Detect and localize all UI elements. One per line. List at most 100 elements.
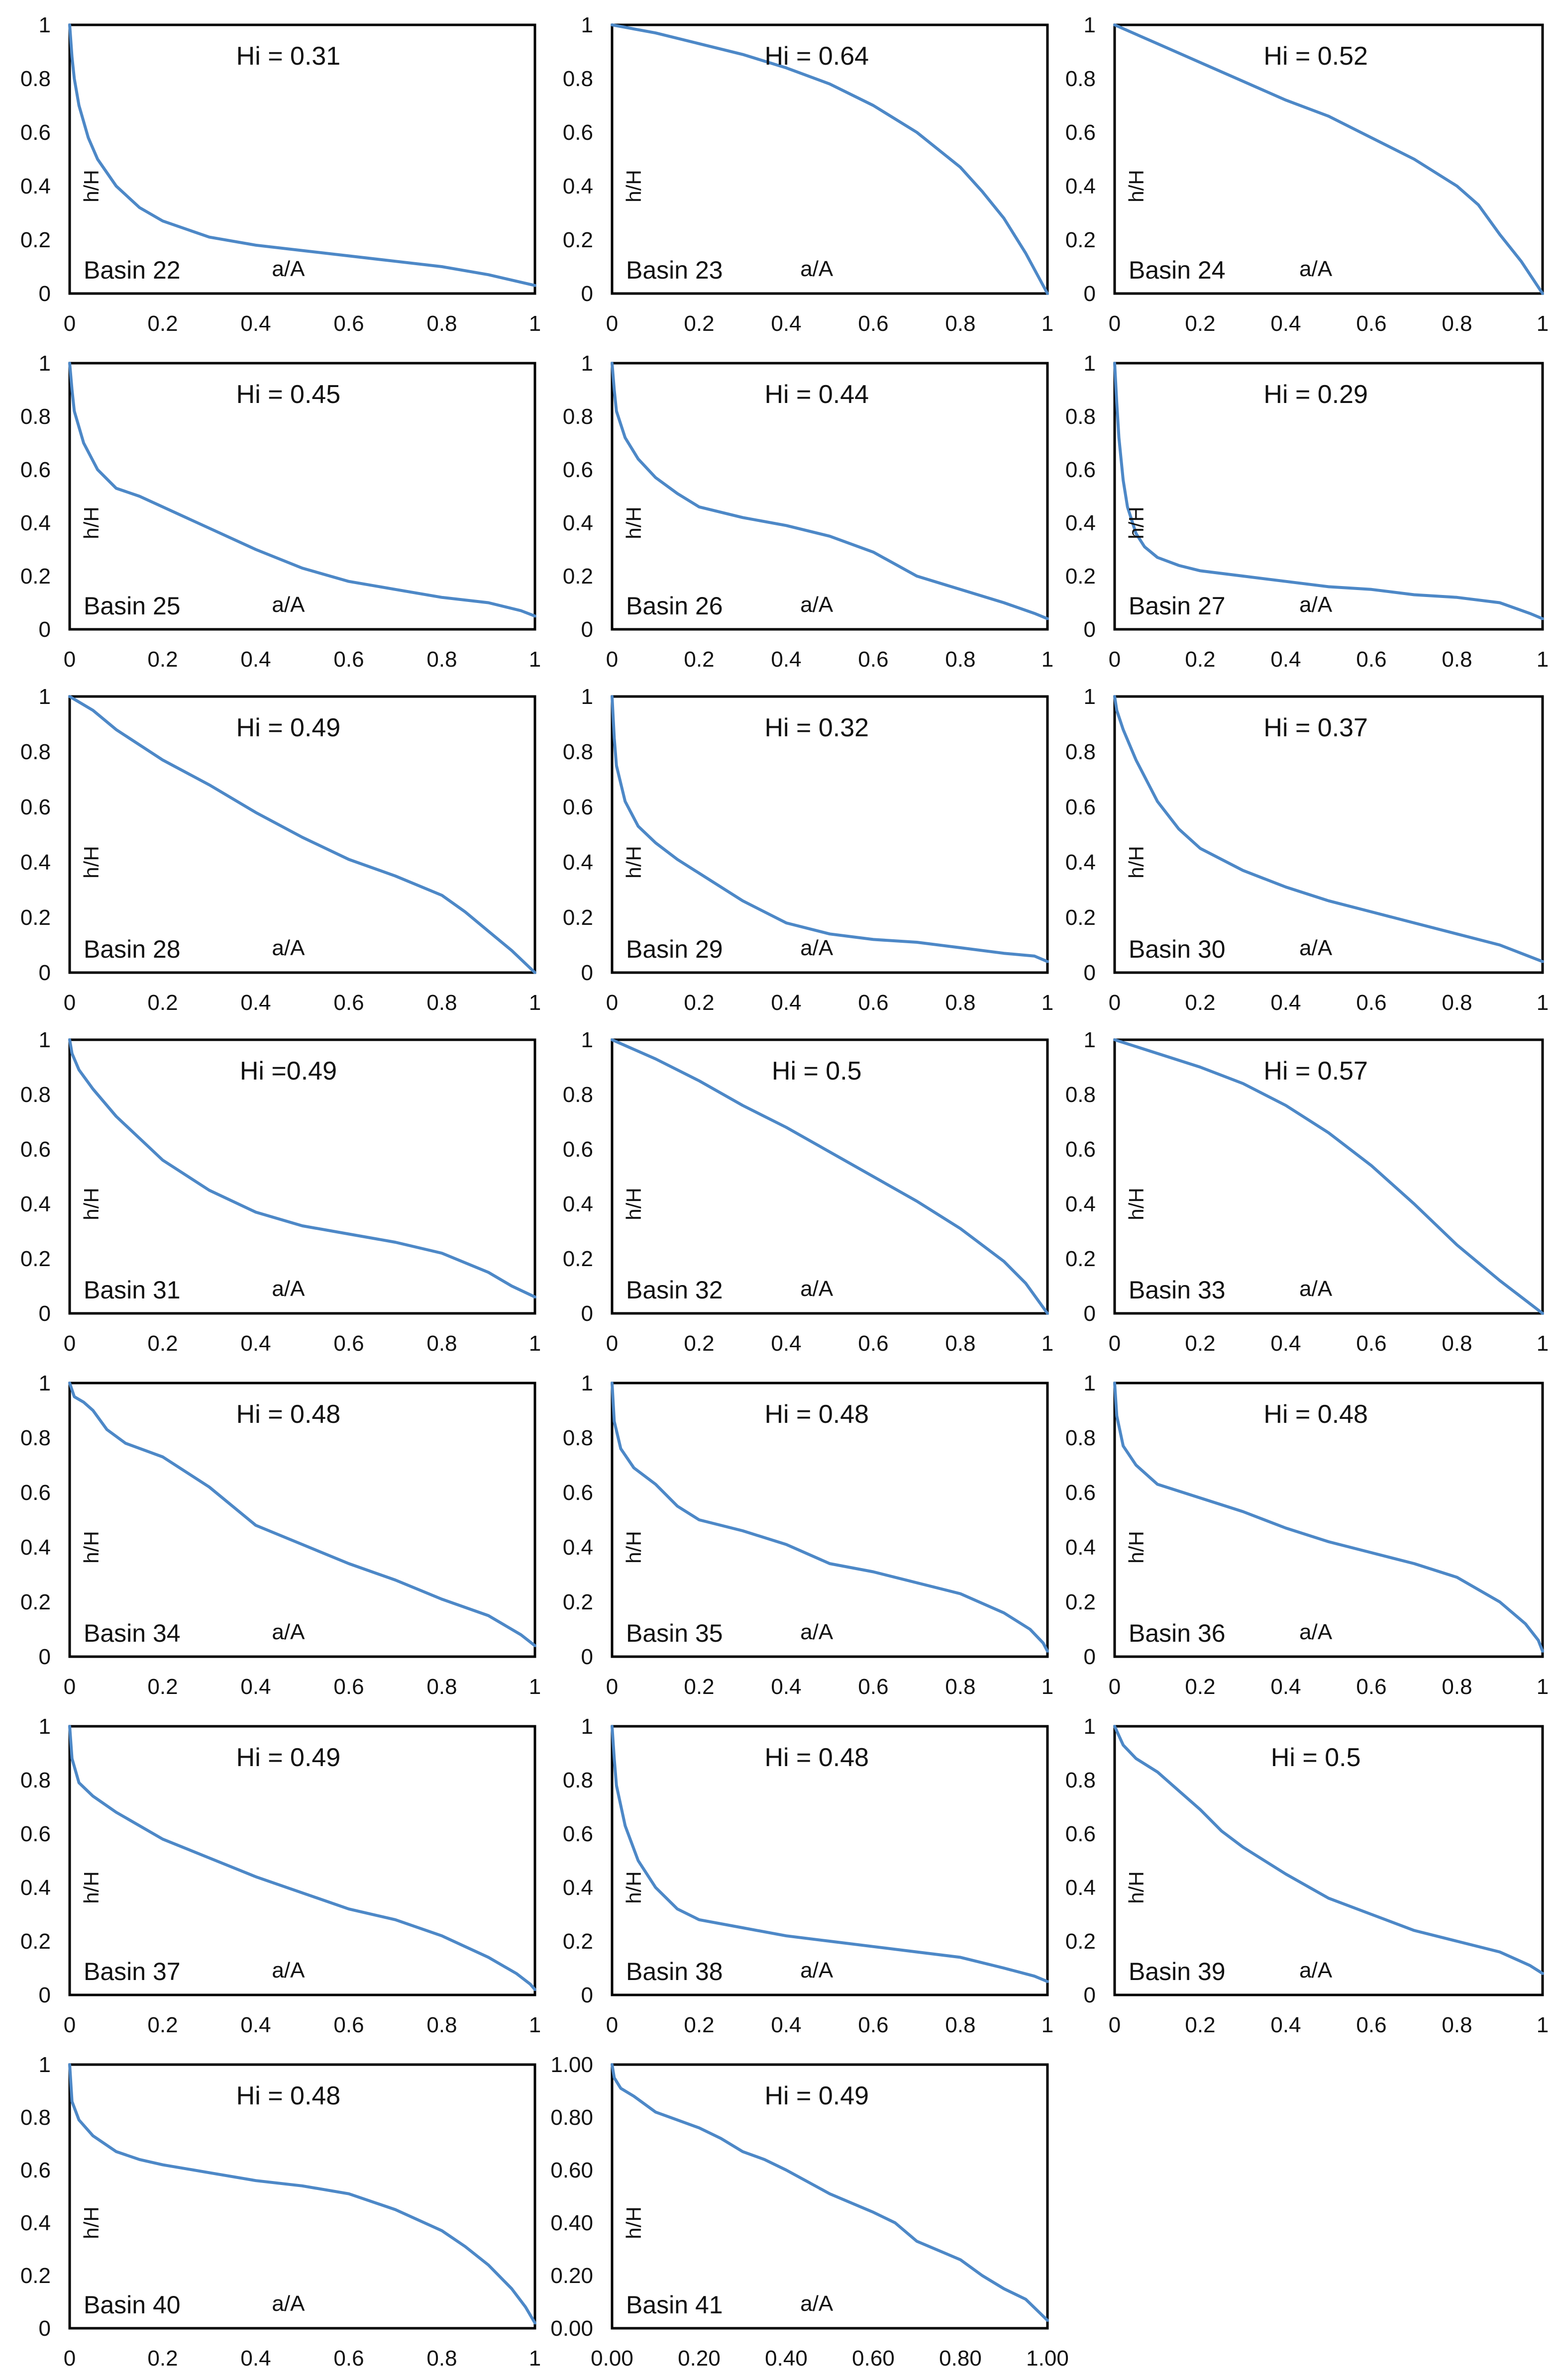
- y-tick-label: 0.6: [563, 120, 593, 145]
- chart-basin-41: 0.00 0.20 0.40 0.60 0.80 1.00 0.00 0.20 0.40 0.60…: [550, 2053, 1068, 2371]
- x-tick-label: 0.2: [684, 991, 714, 1015]
- x-tick-label: 0.8: [1442, 1675, 1472, 1699]
- x-tick-label: 0.00: [591, 2346, 633, 2371]
- plot-frame: [68, 23, 536, 295]
- x-tick-label: 0.8: [426, 647, 457, 672]
- hi-value-title: Hi = 0.29: [1263, 380, 1368, 409]
- hi-value-title: Hi = 0.48: [764, 1400, 869, 1429]
- y-tick-label: 0: [1084, 1301, 1096, 1326]
- y-tick-label: 0.2: [563, 1590, 593, 1614]
- y-tick-label: 0.4: [563, 511, 593, 535]
- y-tick-label: 0.6: [563, 795, 593, 819]
- chart-basin-40: 0 0.2 0.4 0.6 0.8 1 0 0.2 0.4 0.6 0.8 1 Hi = 0.48 Bas…: [20, 2053, 541, 2371]
- x-tick-label: 1: [1041, 1675, 1053, 1699]
- basin-label: Basin 28: [84, 935, 181, 963]
- y-tick-label: 0.20: [550, 2264, 593, 2288]
- y-tick-label: 0.4: [20, 511, 51, 535]
- x-tick-label: 0.6: [333, 1675, 364, 1699]
- hypsometric-curve-line: [611, 23, 1049, 295]
- x-axis-label: a/A: [1299, 1958, 1333, 1983]
- y-tick-label: 1: [39, 2053, 51, 2077]
- x-tick-label: 0.8: [1442, 647, 1472, 672]
- x-tick-label: 1: [1041, 647, 1053, 672]
- y-tick-label: 1: [581, 685, 593, 709]
- y-axis-label: h/H: [1125, 1531, 1148, 1563]
- y-tick-label: 1: [581, 351, 593, 376]
- chart-basin-25: 0 0.2 0.4 0.6 0.8 1 0 0.2 0.4 0.6 0.8 1 Hi = 0.45 Bas…: [20, 351, 541, 672]
- basin-label: Basin 22: [84, 256, 181, 284]
- plot-frame: [611, 2063, 1049, 2330]
- x-tick-label: 0.2: [1185, 311, 1215, 336]
- x-tick-label: 1: [529, 991, 541, 1015]
- x-tick-label: 0.4: [1270, 1675, 1301, 1699]
- plot-frame: [611, 1725, 1049, 1996]
- x-tick-label: 0.2: [147, 2346, 178, 2371]
- y-tick-label: 0.8: [20, 2105, 51, 2130]
- x-tick-label: 0.2: [1185, 1675, 1215, 1699]
- x-axis-label: a/A: [800, 1620, 833, 1644]
- hypsometric-curve-line: [68, 1382, 536, 1647]
- x-tick-label: 0.6: [1356, 311, 1386, 336]
- y-tick-label: 0.8: [1065, 740, 1096, 764]
- hypsometric-curve-line: [1113, 1725, 1544, 1975]
- x-tick-label: 0: [606, 311, 618, 336]
- x-tick-label: 0.8: [945, 1675, 975, 1699]
- x-tick-label: 0.2: [147, 1331, 178, 1356]
- plot-frame: [68, 362, 536, 631]
- x-tick-label: 0.8: [945, 647, 975, 672]
- y-axis-label: h/H: [622, 1871, 645, 1903]
- plot-frame: [68, 2063, 536, 2330]
- x-tick-label: 0.6: [1356, 647, 1386, 672]
- y-tick-label: 0: [1084, 1645, 1096, 1669]
- y-tick-label: 0.6: [20, 1822, 51, 1846]
- x-tick-label: 0.6: [1356, 2013, 1386, 2037]
- chart-basin-37: 0 0.2 0.4 0.6 0.8 1 0 0.2 0.4 0.6 0.8 1 Hi = 0.49 Bas…: [20, 1714, 541, 2037]
- hi-value-title: Hi = 0.5: [1271, 1743, 1361, 1772]
- hypsometric-curve-line: [1113, 1038, 1544, 1315]
- y-axis-label: h/H: [622, 170, 645, 202]
- y-tick-label: 0: [39, 1645, 51, 1669]
- x-tick-label: 0.2: [147, 1675, 178, 1699]
- x-tick-label: 0.4: [1270, 311, 1301, 336]
- hi-value-title: Hi =0.49: [240, 1057, 337, 1086]
- x-tick-label: 0.4: [240, 311, 271, 336]
- x-tick-label: 0.2: [684, 1331, 714, 1356]
- plot-frame: [611, 1038, 1049, 1315]
- x-tick-label: 0.6: [1356, 1331, 1386, 1356]
- y-tick-label: 0.4: [1065, 174, 1096, 198]
- y-tick-label: 0: [581, 961, 593, 985]
- y-tick-label: 0.2: [20, 1247, 51, 1271]
- y-tick-label: 0.4: [563, 1876, 593, 1900]
- y-tick-label: 0.4: [20, 2211, 51, 2235]
- y-axis-label: h/H: [80, 170, 103, 202]
- hypsometric-curve-line: [68, 1725, 536, 1991]
- x-tick-label: 0.2: [147, 991, 178, 1015]
- y-tick-label: 0.8: [1065, 1426, 1096, 1450]
- chart-basin-39: 0 0.2 0.4 0.6 0.8 1 0 0.2 0.4 0.6 0.8 1 Hi = 0.5 Basi…: [1065, 1714, 1549, 2037]
- y-tick-label: 1: [39, 685, 51, 709]
- y-axis-label: h/H: [80, 506, 103, 539]
- hi-value-title: Hi = 0.49: [236, 1743, 341, 1772]
- y-tick-label: 0.2: [1065, 1247, 1096, 1271]
- x-axis-label: a/A: [272, 2291, 305, 2316]
- chart-basin-29: 0 0.2 0.4 0.6 0.8 1 0 0.2 0.4 0.6 0.8 1 Hi = 0.32 Bas…: [563, 685, 1053, 1015]
- x-tick-label: 0.4: [771, 1675, 801, 1699]
- x-tick-label: 0: [1109, 2013, 1121, 2037]
- x-tick-label: 0.4: [240, 2346, 271, 2371]
- y-tick-label: 0.4: [20, 850, 51, 875]
- y-tick-label: 0.4: [20, 174, 51, 198]
- y-tick-label: 0.2: [20, 905, 51, 930]
- chart-basin-27: 0 0.2 0.4 0.6 0.8 1 0 0.2 0.4 0.6 0.8 1 Hi = 0.29 Bas…: [1065, 351, 1549, 672]
- x-axis-label: a/A: [800, 1277, 833, 1301]
- y-tick-label: 0.4: [20, 1535, 51, 1560]
- x-axis-label: a/A: [800, 593, 833, 617]
- basin-label: Basin 41: [626, 2291, 723, 2319]
- y-tick-label: 0.6: [1065, 1481, 1096, 1505]
- x-tick-label: 0.2: [147, 2013, 178, 2037]
- hi-value-title: Hi = 0.57: [1263, 1057, 1368, 1086]
- hypsometric-curve-line: [68, 695, 536, 974]
- chart-basin-35: 0 0.2 0.4 0.6 0.8 1 0 0.2 0.4 0.6 0.8 1 Hi = 0.48 Bas…: [563, 1371, 1053, 1699]
- x-tick-label: 0.2: [684, 1675, 714, 1699]
- x-tick-label: 1: [1537, 647, 1549, 672]
